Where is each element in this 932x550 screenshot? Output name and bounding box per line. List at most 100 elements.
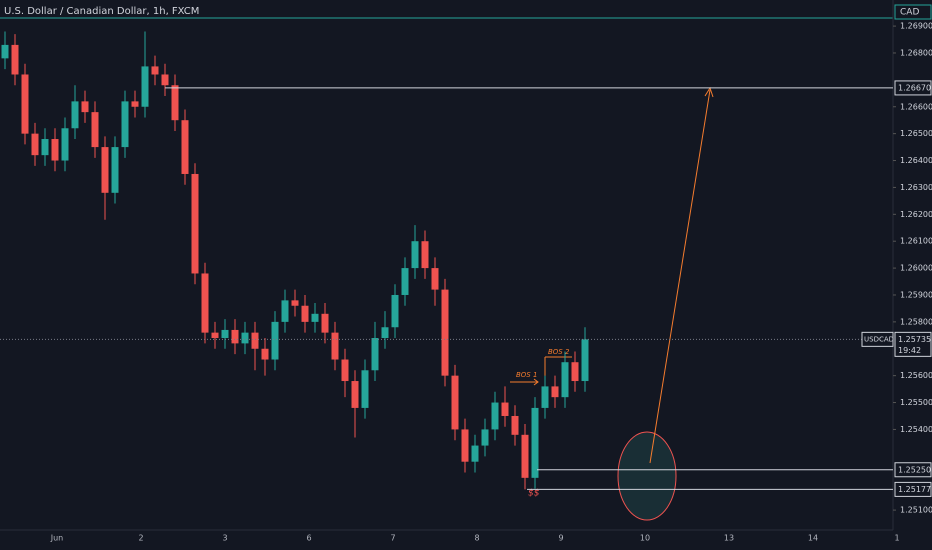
- candle-body: [271, 321, 279, 360]
- candle-body: [581, 339, 589, 382]
- candle-body: [261, 348, 269, 360]
- y-tick-label: 1.25400: [900, 425, 932, 434]
- candle-body: [391, 294, 399, 328]
- candle-body: [361, 370, 369, 408]
- candle-body: [251, 332, 259, 349]
- last-price-tag: [894, 331, 932, 357]
- last-price-label: 1.25735: [898, 335, 931, 344]
- candle-body: [351, 381, 359, 408]
- candle-body: [121, 101, 129, 148]
- candle-body: [51, 139, 59, 161]
- y-tick-label: 1.25800: [900, 317, 932, 326]
- level-label: 1.26670: [898, 83, 931, 92]
- candle-body: [491, 402, 499, 430]
- bos-label: BOS 1: [516, 371, 537, 379]
- candle-body: [131, 101, 139, 107]
- level-tag: [894, 80, 932, 96]
- chart-title: U.S. Dollar / Canadian Dollar, 1h, FXCM: [4, 6, 199, 17]
- y-tick-label: 1.26800: [900, 48, 932, 57]
- candle-body: [1, 44, 9, 59]
- candle-body: [321, 313, 329, 333]
- symbol-tag: [861, 331, 894, 347]
- candle-body: [291, 300, 299, 306]
- candle-body: [551, 386, 559, 398]
- x-tick-label: 10: [640, 534, 650, 543]
- level-label: 1.25250: [898, 465, 931, 474]
- candle-body: [181, 120, 189, 174]
- candle-body: [301, 305, 309, 322]
- x-tick-label: 7: [390, 534, 395, 543]
- y-tick-label: 1.26000: [900, 264, 932, 273]
- candle-body: [141, 66, 149, 107]
- candle-body: [241, 332, 249, 344]
- x-tick-label: 3: [222, 534, 227, 543]
- candle-body: [521, 434, 529, 478]
- level-label: 1.25177: [898, 485, 931, 494]
- candle-body: [561, 362, 569, 398]
- candle-body: [571, 362, 579, 382]
- candle-body: [421, 241, 429, 269]
- x-tick-label: 9: [558, 534, 563, 543]
- candle-body: [311, 313, 319, 322]
- projection-arrow: [649, 89, 711, 464]
- candle-body: [531, 407, 539, 478]
- x-tick-label: 6: [306, 534, 311, 543]
- bos-arrow: [533, 378, 539, 386]
- candle-body: [111, 147, 119, 193]
- candle-body: [151, 66, 159, 75]
- candle-body: [161, 74, 169, 86]
- level-tag: [894, 481, 932, 497]
- candle-body: [401, 268, 409, 295]
- y-tick-label: 1.26100: [900, 237, 932, 246]
- candle-body: [231, 329, 239, 344]
- level-tag: [894, 462, 932, 478]
- x-tick-label: Jun: [50, 534, 64, 543]
- candle-body: [91, 112, 99, 148]
- y-tick-label: 1.26500: [900, 129, 932, 138]
- candle-body: [41, 139, 49, 156]
- y-tick-label: 1.25900: [900, 290, 932, 299]
- y-tick-label: 1.25500: [900, 398, 932, 407]
- target-zone: [617, 431, 677, 521]
- bos-label: BOS 2: [548, 348, 570, 356]
- candle-body: [171, 85, 179, 121]
- x-tick-label: 8: [474, 534, 479, 543]
- y-tick-label: 1.26400: [900, 156, 932, 165]
- candle-body: [461, 429, 469, 462]
- y-tick-label: 1.26300: [900, 183, 932, 192]
- candle-body: [281, 300, 289, 322]
- candle-body: [61, 128, 69, 161]
- candle-body: [541, 386, 549, 408]
- candle-body: [201, 273, 209, 333]
- x-tick-label: 13: [724, 534, 734, 543]
- currency: CAD: [900, 8, 919, 18]
- candle-body: [501, 402, 509, 416]
- countdown: 19:42: [898, 346, 921, 355]
- candle-body: [21, 74, 29, 134]
- x-tick-label: 2: [138, 534, 143, 543]
- candle-body: [451, 375, 459, 430]
- candle-body: [411, 241, 419, 269]
- candle-body: [511, 415, 519, 435]
- candle-body: [441, 289, 449, 376]
- candle-body: [71, 101, 79, 129]
- x-tick-label: 14: [808, 534, 818, 543]
- candle-body: [381, 327, 389, 339]
- liquidity-label: $$: [528, 489, 540, 499]
- y-tick-label: 1.25600: [900, 371, 932, 380]
- candle-body: [371, 338, 379, 371]
- candle-body: [101, 147, 109, 193]
- candle-body: [221, 329, 229, 339]
- y-tick-label: 1.26200: [900, 210, 932, 219]
- x-tick-label: 1: [894, 534, 899, 543]
- currency-box: [894, 4, 932, 20]
- symbol-label: USDCAD: [864, 335, 894, 343]
- y-tick-label: 1.26600: [900, 102, 932, 111]
- candle-body: [11, 44, 19, 75]
- candle-body: [81, 101, 89, 113]
- candle-body: [471, 445, 479, 462]
- candle-body: [331, 332, 339, 360]
